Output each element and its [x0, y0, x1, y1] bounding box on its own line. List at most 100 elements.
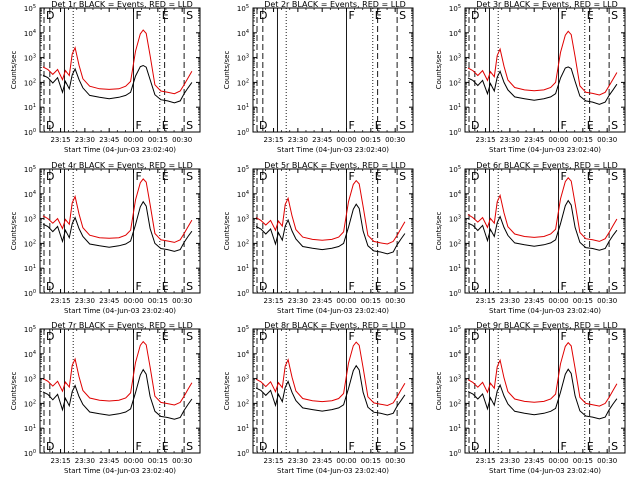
y-tick-base: 10	[24, 191, 33, 199]
detector-panel-3: Det 3r BLACK = Events, RED = LLDDDFFEESS…	[435, 0, 626, 154]
y-tick-base: 10	[24, 30, 33, 38]
y-tick-base: 10	[237, 104, 246, 112]
event-label: F	[349, 119, 355, 132]
event-label: E	[375, 170, 382, 183]
y-tick-base: 10	[24, 5, 33, 13]
y-tick-label: 102	[449, 239, 461, 248]
x-tick-label: 00:15	[573, 136, 593, 144]
y-tick-base: 10	[24, 55, 33, 63]
y-tick-exponent: 5	[246, 165, 249, 171]
y-tick-exponent: 1	[33, 424, 36, 430]
y-tick-label: 100	[449, 449, 461, 458]
plot-frame	[464, 168, 626, 294]
y-tick-exponent: 1	[246, 264, 249, 270]
y-tick-base: 10	[237, 425, 246, 433]
event-label: F	[561, 330, 567, 343]
detector-panel-9: Det 9r BLACK = Events, RED = LLDDDFFEESS…	[435, 321, 626, 475]
x-tick-label: 23:30	[75, 136, 95, 144]
y-tick-label: 104	[24, 190, 36, 199]
y-tick-base: 10	[237, 30, 246, 38]
series-line-lld	[42, 340, 193, 406]
x-tick-label: 23:45	[99, 136, 119, 144]
event-label: F	[561, 280, 567, 293]
event-label: F	[561, 170, 567, 183]
x-tick-label: 23:30	[500, 457, 520, 465]
x-tick-label: 23:30	[500, 136, 520, 144]
x-tick-label: 00:15	[148, 297, 168, 305]
y-tick-label: 100	[449, 128, 461, 137]
event-label: D	[46, 9, 54, 22]
y-tick-label: 103	[449, 375, 461, 384]
y-tick-label: 105	[237, 4, 249, 13]
x-axis-title: Start Time (04-Jun-03 23:02:40)	[64, 146, 176, 154]
y-tick-base: 10	[24, 129, 33, 137]
y-tick-base: 10	[237, 191, 246, 199]
y-tick-exponent: 4	[246, 350, 249, 356]
event-label: E	[587, 9, 594, 22]
y-tick-exponent: 5	[246, 325, 249, 331]
x-tick-label: 00:30	[597, 297, 617, 305]
y-tick-base: 10	[449, 104, 458, 112]
x-tick-label: 23:15	[50, 297, 70, 305]
y-tick-label: 104	[237, 190, 249, 199]
event-label: D	[259, 170, 267, 183]
y-tick-exponent: 0	[458, 449, 461, 455]
x-tick-label: 00:00	[336, 297, 356, 305]
event-label: D	[46, 330, 54, 343]
event-label: E	[587, 440, 594, 453]
y-tick-exponent: 1	[33, 264, 36, 270]
y-tick-label: 105	[237, 165, 249, 174]
y-tick-label: 104	[449, 350, 461, 359]
y-tick-base: 10	[24, 326, 33, 334]
y-tick-label: 105	[449, 4, 461, 13]
event-label: S	[399, 9, 406, 22]
x-tick-label: 23:45	[524, 457, 544, 465]
y-tick-exponent: 5	[33, 165, 36, 171]
event-label: D	[46, 170, 54, 183]
x-tick-label: 23:45	[312, 297, 332, 305]
y-tick-label: 104	[237, 350, 249, 359]
x-tick-label: 23:15	[263, 297, 283, 305]
y-tick-label: 103	[237, 54, 249, 63]
event-label: E	[587, 170, 594, 183]
y-tick-base: 10	[237, 450, 246, 458]
y-tick-base: 10	[24, 425, 33, 433]
y-tick-exponent: 3	[33, 215, 36, 221]
x-tick-label: 00:15	[361, 297, 381, 305]
y-tick-exponent: 0	[33, 289, 36, 295]
y-tick-label: 105	[449, 325, 461, 334]
y-axis-title: Counts/sec	[223, 212, 231, 251]
series-line-lld	[42, 178, 193, 243]
x-tick-label: 23:45	[99, 297, 119, 305]
y-tick-exponent: 5	[33, 4, 36, 10]
x-axis-title: Start Time (04-Jun-03 23:02:40)	[489, 146, 601, 154]
y-tick-label: 104	[449, 29, 461, 38]
x-tick-label: 23:45	[524, 297, 544, 305]
y-tick-base: 10	[449, 30, 458, 38]
series-line-events	[42, 64, 193, 104]
event-label: E	[162, 280, 169, 293]
y-tick-exponent: 4	[458, 190, 461, 196]
y-axis-title: Counts/sec	[10, 212, 18, 251]
y-tick-label: 102	[449, 78, 461, 87]
y-tick-label: 103	[24, 375, 36, 384]
y-tick-base: 10	[237, 55, 246, 63]
x-tick-label: 00:15	[361, 457, 381, 465]
series-line-events	[255, 364, 406, 416]
event-label: E	[587, 280, 594, 293]
series-line-events	[42, 368, 193, 420]
event-label: F	[136, 330, 142, 343]
y-tick-base: 10	[237, 290, 246, 298]
event-label: S	[186, 9, 193, 22]
series-line-lld	[467, 341, 618, 407]
x-tick-label: 23:30	[500, 297, 520, 305]
y-tick-label: 100	[237, 289, 249, 298]
y-tick-exponent: 1	[458, 264, 461, 270]
x-tick-label: 23:15	[50, 457, 70, 465]
y-tick-label: 101	[237, 264, 249, 273]
event-label: S	[611, 119, 618, 132]
y-tick-base: 10	[24, 400, 33, 408]
event-label: E	[375, 440, 382, 453]
x-tick-label: 00:30	[172, 297, 192, 305]
